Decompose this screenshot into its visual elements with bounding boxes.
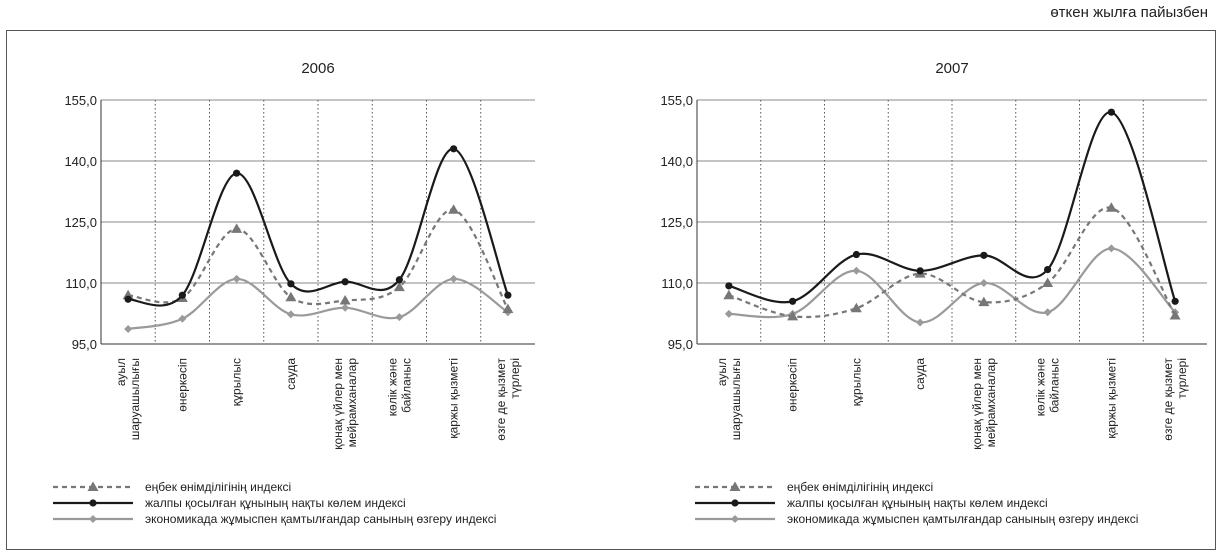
data-point <box>724 309 733 318</box>
legend-marker <box>89 515 97 523</box>
legend-marker <box>731 515 739 523</box>
legend-label: экономикада жұмыспен қамтылғандар саныны… <box>787 512 1138 526</box>
x-tick-label: сауда <box>913 358 927 390</box>
data-point <box>504 291 512 299</box>
x-tick-label: қаржы қызметі <box>1104 358 1118 439</box>
y-tick-label: 95,0 <box>72 337 97 352</box>
data-point <box>789 297 797 305</box>
data-point <box>341 303 350 312</box>
x-tick-label: қаржы қызметі <box>447 358 461 439</box>
legend-label: экономикада жұмыспен қамтылғандар саныны… <box>145 512 496 526</box>
chart-title: 2006 <box>301 60 334 77</box>
x-tick-label: өнеркәсіп <box>175 358 189 412</box>
series-line-3 <box>728 247 1176 324</box>
x-tick-label: шаруашылығы <box>729 358 743 440</box>
legend-label: жалпы қосылған құнының нақты көлем индек… <box>787 496 1048 510</box>
data-point <box>178 314 187 323</box>
data-point <box>1171 297 1179 305</box>
data-point <box>122 289 134 300</box>
data-point <box>852 250 860 259</box>
data-point <box>233 169 241 177</box>
x-tick-label: көлік және <box>385 358 399 417</box>
data-point <box>852 266 861 275</box>
data-point <box>395 276 403 284</box>
data-point <box>395 313 404 322</box>
data-point <box>850 302 862 313</box>
data-point <box>231 223 243 233</box>
data-point <box>1107 108 1115 116</box>
y-tick-label: 110,0 <box>661 276 693 291</box>
data-point <box>178 291 186 299</box>
data-point <box>725 282 733 290</box>
data-point <box>450 145 458 153</box>
x-tick-label: құрылыс <box>849 358 863 406</box>
chart-panel-2007: 2007 155,0 140,0 125,0 110,0 95,0 ауыл шаруашыл… <box>660 60 1207 526</box>
data-point <box>285 291 297 302</box>
data-point <box>978 296 990 307</box>
x-tick-label: өзге де қызмет <box>494 358 508 441</box>
x-tick-label: қонақ үйлер мен <box>970 358 984 450</box>
data-point <box>287 280 295 288</box>
x-tick-label: түрлері <box>508 358 522 399</box>
unit-note: өткен жылға пайызбен <box>1050 4 1208 21</box>
x-tick-label: шаруашылығы <box>128 358 142 440</box>
data-point <box>341 278 349 286</box>
x-tick-label: мейрамханалар <box>984 358 998 448</box>
data-point <box>449 274 458 283</box>
y-tick-label: 95,0 <box>668 337 693 352</box>
data-point <box>448 204 460 214</box>
data-point <box>1044 265 1052 274</box>
data-point <box>787 310 799 321</box>
legend-label: еңбек өнімділігінің индексі <box>145 480 291 494</box>
data-point <box>723 289 735 300</box>
data-point <box>1042 277 1054 287</box>
data-point <box>1105 202 1117 212</box>
data-point <box>232 274 241 283</box>
x-tick-label: сауда <box>284 358 298 390</box>
legend-marker <box>87 481 99 491</box>
y-tick-label: 140,0 <box>64 154 97 169</box>
data-point <box>916 318 925 327</box>
data-point <box>916 267 924 275</box>
x-tick-label: мейрамханалар <box>345 358 359 448</box>
x-tick-label: ауыл <box>114 358 128 386</box>
data-point <box>502 303 514 314</box>
data-point <box>1169 310 1181 320</box>
data-point <box>979 279 988 287</box>
x-tick-label: түрлері <box>1175 358 1189 399</box>
chart-frame: 2006 155,0 140,0 125,0 110,0 95,0 ауыл шаруашыл… <box>6 30 1216 550</box>
data-point <box>124 295 132 303</box>
data-point <box>1043 308 1052 317</box>
data-point <box>393 281 405 292</box>
y-tick-label: 140,0 <box>660 154 693 169</box>
x-tick-label: өнеркәсіп <box>786 358 800 412</box>
data-point <box>1107 244 1116 253</box>
chart-title: 2007 <box>935 60 968 77</box>
data-point <box>339 294 351 305</box>
x-tick-label: құрылыс <box>230 358 244 406</box>
y-tick-label: 155,0 <box>660 93 693 108</box>
y-tick-label: 125,0 <box>660 215 693 230</box>
chart-panel-2006: 2006 155,0 140,0 125,0 110,0 95,0 ауыл шаруашыл… <box>53 60 535 526</box>
x-tick-label: байланыс <box>399 358 413 413</box>
x-tick-label: ауыл <box>715 358 729 386</box>
x-tick-label: қонақ үйлер мен <box>331 358 345 450</box>
data-point <box>124 324 133 333</box>
y-tick-label: 125,0 <box>64 215 97 230</box>
legend-marker <box>729 481 741 491</box>
data-point <box>980 251 988 259</box>
x-tick-label: өзге де қызмет <box>1161 358 1175 441</box>
y-tick-label: 110,0 <box>65 276 97 291</box>
data-point <box>286 310 295 319</box>
x-tick-label: байланыс <box>1048 358 1062 413</box>
legend-label: жалпы қосылған құнының нақты көлем индек… <box>145 496 406 510</box>
legend-marker <box>89 499 97 507</box>
x-tick-label: көлік және <box>1034 358 1048 417</box>
y-tick-label: 155,0 <box>64 93 97 108</box>
legend-marker <box>731 499 739 507</box>
legend-label: еңбек өнімділігінің индексі <box>787 480 933 494</box>
